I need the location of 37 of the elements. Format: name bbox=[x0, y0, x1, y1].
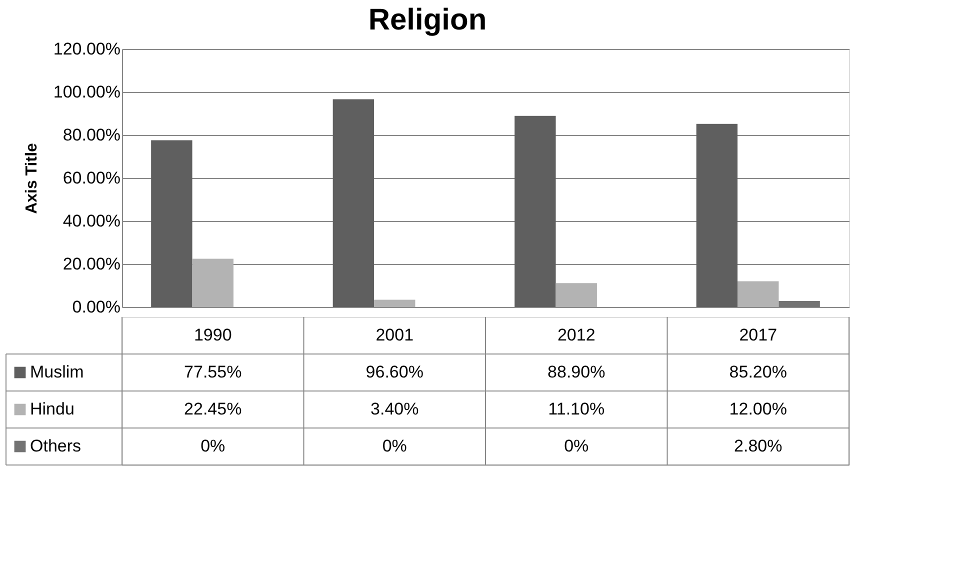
data-label: 96.60% bbox=[366, 362, 424, 382]
x-tick-label: 2017 bbox=[739, 326, 778, 344]
data-label: 85.20% bbox=[729, 362, 787, 382]
y-tick-label: 120.00% bbox=[53, 40, 120, 58]
data-label: 0% bbox=[382, 436, 407, 456]
y-tick-label: 80.00% bbox=[62, 126, 120, 144]
y-tick-label: 20.00% bbox=[62, 254, 120, 274]
y-tick-label: 60.00% bbox=[62, 168, 120, 188]
y-tick-label: 40.00% bbox=[62, 212, 120, 230]
bar bbox=[192, 258, 234, 307]
bar bbox=[556, 283, 597, 307]
data-label: 2.80% bbox=[734, 436, 782, 456]
data-label: 77.55% bbox=[184, 362, 242, 382]
bar bbox=[738, 281, 779, 307]
bar bbox=[151, 140, 192, 307]
x-tick-label: 2001 bbox=[376, 326, 414, 344]
bar bbox=[778, 300, 820, 307]
legend-label: Others bbox=[30, 436, 82, 456]
bar bbox=[332, 99, 374, 307]
bar bbox=[696, 124, 738, 307]
data-label: 0% bbox=[564, 436, 589, 456]
y-axis-title: Axis Title bbox=[23, 142, 40, 214]
y-tick-label: 0.00% bbox=[72, 298, 120, 316]
data-label: 3.40% bbox=[370, 400, 419, 418]
bar bbox=[374, 300, 416, 307]
data-label: 12.00% bbox=[729, 400, 787, 418]
data-label: 88.90% bbox=[548, 362, 606, 382]
y-tick-label: 100.00% bbox=[53, 82, 120, 102]
data-label: 11.10% bbox=[548, 400, 605, 418]
legend-label: Muslim bbox=[30, 362, 84, 382]
x-tick-label: 2012 bbox=[557, 326, 596, 344]
bar bbox=[514, 116, 556, 307]
legend-label: Hindu bbox=[30, 400, 74, 418]
data-label: 0% bbox=[200, 436, 226, 456]
data-label: 22.45% bbox=[184, 400, 242, 418]
chart-title: Religion bbox=[368, 4, 487, 36]
x-tick-label: 1990 bbox=[194, 326, 232, 344]
